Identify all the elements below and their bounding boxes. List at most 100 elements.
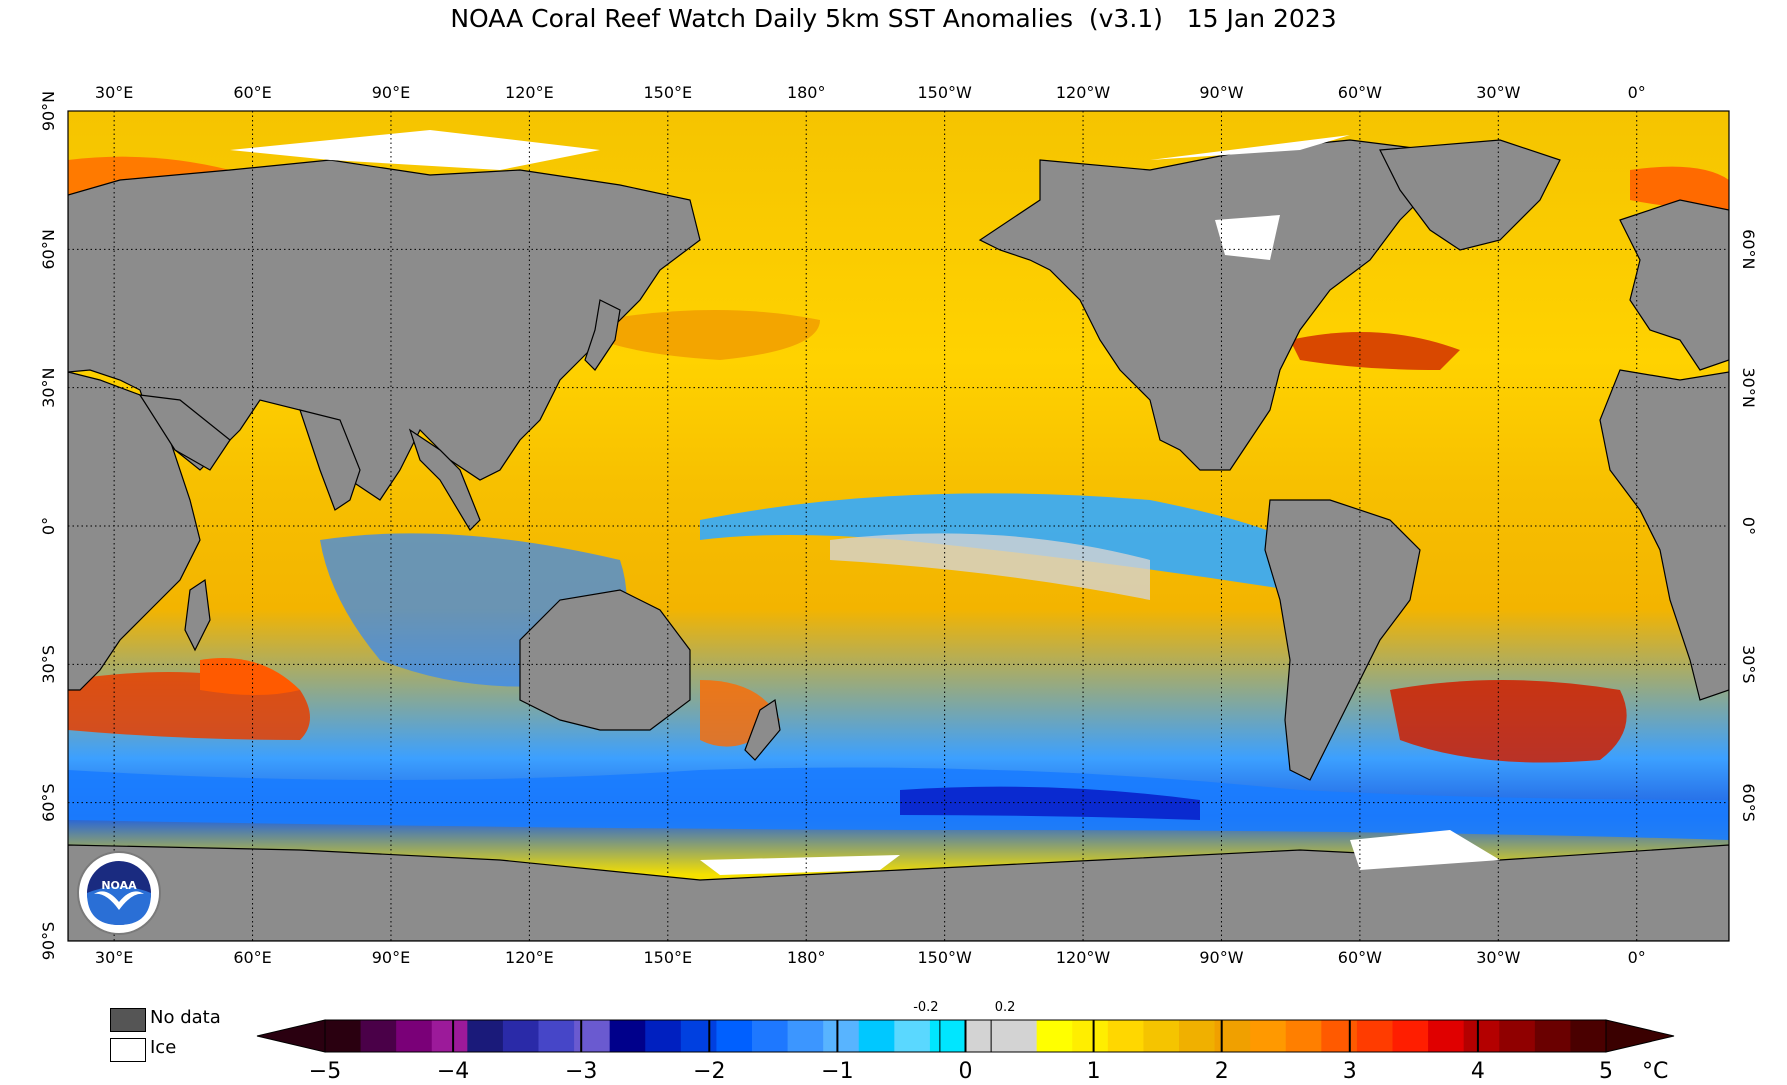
lon-label-top: 30°E xyxy=(95,83,133,102)
colorbar-segment xyxy=(1036,1020,1073,1052)
colorbar-segment xyxy=(1392,1020,1429,1052)
no-data-swatch xyxy=(110,1008,146,1032)
colorbar-segment xyxy=(823,1020,860,1052)
colorbar-segment xyxy=(752,1020,789,1052)
lat-label-left: 30°N xyxy=(39,368,58,408)
colorbar-max-arrow xyxy=(1605,1019,1675,1053)
svg-text:NOAA: NOAA xyxy=(101,879,137,892)
sea-ice xyxy=(230,130,1500,875)
lat-label-right: 60°S xyxy=(1739,783,1758,822)
lon-label-bottom: 150°E xyxy=(643,948,692,967)
no-data-label: No data xyxy=(150,1007,221,1028)
lon-label-top: 150°E xyxy=(643,83,692,102)
colorbar-segment xyxy=(1072,1020,1109,1052)
lon-label-top: 90°W xyxy=(1199,83,1243,102)
colorbar-minor-tick-label: 0.2 xyxy=(995,1000,1016,1015)
ocean-area xyxy=(68,111,1729,941)
colorbar-segment xyxy=(1285,1020,1322,1052)
colorbar-segment xyxy=(502,1020,540,1052)
colorbar-segment xyxy=(396,1020,433,1052)
colorbar-segment xyxy=(894,1020,931,1052)
colorbar-segment xyxy=(1321,1020,1358,1052)
colorbar-min-arrow xyxy=(256,1019,326,1053)
lat-label-left: 0° xyxy=(39,517,58,535)
lon-label-top: 150°W xyxy=(917,83,972,102)
colorbar-segment xyxy=(1214,1020,1251,1052)
colorbar-segment xyxy=(574,1020,611,1052)
lat-label-left: 30°S xyxy=(39,645,58,684)
colorbar-tick-label: −5 xyxy=(309,1059,341,1084)
colorbar-segment xyxy=(1179,1020,1216,1052)
latitude-labels-right: 60°N 30°N 0° 30°S 60°S xyxy=(1739,229,1758,822)
colorbar-tick-label: −1 xyxy=(821,1059,853,1084)
colorbar-segment xyxy=(467,1020,504,1052)
ice-label: Ice xyxy=(150,1037,177,1058)
longitude-labels-bottom: 30°E 60°E 90°E 120°E 150°E 180° 150°W 120°W 90°W… xyxy=(95,948,1646,967)
lon-label-bottom: 60°E xyxy=(233,948,271,967)
lat-label-right: 30°N xyxy=(1739,368,1758,408)
lat-label-left: 90°N xyxy=(39,91,58,131)
colorbar-segment xyxy=(431,1020,468,1052)
colorbar-segment xyxy=(787,1020,824,1052)
colorbar-tick-label: 3 xyxy=(1343,1059,1357,1084)
colorbar-segment xyxy=(1570,1020,1607,1052)
colorbar-segment xyxy=(1499,1020,1536,1052)
lon-label-top: 60°W xyxy=(1338,83,1382,102)
colorbar-segment xyxy=(645,1020,682,1052)
colorbar xyxy=(256,1019,1675,1053)
colorbar-segment xyxy=(1250,1020,1287,1052)
lat-label-right: 0° xyxy=(1739,517,1758,535)
lon-label-bottom: 120°W xyxy=(1056,948,1111,967)
graticule xyxy=(68,111,1729,941)
colorbar-unit: °C xyxy=(1642,1059,1668,1084)
lon-label-top: 90°E xyxy=(372,83,410,102)
colorbar-segment xyxy=(1143,1020,1180,1052)
colorbar-segment xyxy=(1107,1020,1145,1052)
lon-label-bottom: 120°E xyxy=(505,948,554,967)
colorbar-tick-label: −3 xyxy=(565,1059,597,1084)
colorbar-segment xyxy=(858,1020,895,1052)
colorbar-segment xyxy=(965,1020,1002,1052)
colorbar-segment xyxy=(680,1020,718,1052)
lon-label-bottom: 30°E xyxy=(95,948,133,967)
colorbar-segment xyxy=(1356,1020,1394,1052)
lon-label-top: 180° xyxy=(787,83,826,102)
colorbar-segment xyxy=(1001,1020,1038,1052)
colorbar-segment xyxy=(609,1020,646,1052)
colorbar-segment xyxy=(325,1020,362,1052)
lon-label-bottom: 180° xyxy=(787,948,826,967)
noaa-logo-icon: NOAA xyxy=(77,851,161,935)
colorbar-segment xyxy=(1463,1020,1500,1052)
colorbar-segment xyxy=(929,1020,967,1052)
colorbar-tick-label: 0 xyxy=(959,1059,973,1084)
lon-label-top: 60°E xyxy=(233,83,271,102)
lon-label-bottom: 90°W xyxy=(1199,948,1243,967)
colorbar-segment xyxy=(1534,1020,1572,1052)
land-masses xyxy=(68,139,1729,941)
lat-label-left: 60°N xyxy=(39,229,58,269)
lon-label-top: 0° xyxy=(1628,83,1646,102)
lon-label-bottom: 30°W xyxy=(1476,948,1520,967)
lon-label-bottom: 150°W xyxy=(917,948,972,967)
longitude-labels-top: 30°E 60°E 90°E 120°E 150°E 180° 150°W 120°W 90°W… xyxy=(95,83,1646,102)
colorbar-tick-label: 5 xyxy=(1599,1059,1613,1084)
colorbar-segment xyxy=(716,1020,753,1052)
lat-label-right: 30°S xyxy=(1739,645,1758,684)
colorbar-tick-label: 1 xyxy=(1087,1059,1101,1084)
colorbar-tick-label: −4 xyxy=(437,1059,469,1084)
lon-label-top: 120°W xyxy=(1056,83,1111,102)
latitude-labels-left: 90°N 60°N 30°N 0° 30°S 60°S 90°S xyxy=(39,91,58,960)
lon-label-bottom: 0° xyxy=(1628,948,1646,967)
map-title: NOAA Coral Reef Watch Daily 5km SST Anom… xyxy=(450,4,1337,33)
lon-label-top: 30°W xyxy=(1476,83,1520,102)
colorbar-tick-label: −2 xyxy=(693,1059,725,1084)
colorbar-tick-label: 2 xyxy=(1215,1059,1229,1084)
lon-label-top: 120°E xyxy=(505,83,554,102)
colorbar-segment xyxy=(360,1020,397,1052)
lat-label-left: 60°S xyxy=(39,783,58,822)
lat-label-right: 60°N xyxy=(1739,229,1758,269)
lon-label-bottom: 60°W xyxy=(1338,948,1382,967)
lat-label-left: 90°S xyxy=(39,922,58,961)
colorbar-tick-label: 4 xyxy=(1471,1059,1485,1084)
